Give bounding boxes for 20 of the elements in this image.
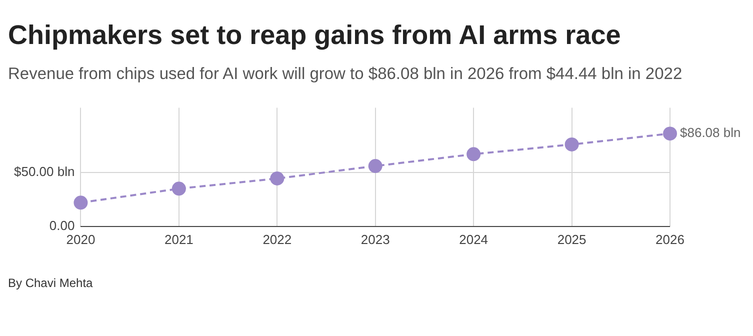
point [663,126,677,141]
x-tick-label: 2020 [66,232,96,247]
point [368,159,382,174]
point [564,137,579,152]
point [270,171,284,186]
x-tick-label: 2025 [557,232,586,247]
x-tick-label: 2023 [360,232,390,247]
y-tick-label: $50.00 bln [14,164,75,180]
text: By Chavi Mehta [8,276,94,290]
point [466,147,481,162]
y-tick-label: 0.00 [49,218,75,233]
x-tick-label: 2024 [459,232,488,247]
chart-subtitle: Revenue from chips used for AI work will grow to $86.08 bln in 2026 from $44.44 bln in 2022 [8,65,684,84]
annotation: $86.08 bln [680,125,741,140]
chart-title: Chipmakers set to reap gains from AI arms race [8,20,622,51]
point [172,182,186,196]
x-tick-label: 2022 [262,232,292,247]
x-tick-label: 2021 [164,232,194,247]
point [74,196,88,210]
x-tick-label: 2026 [656,232,684,247]
